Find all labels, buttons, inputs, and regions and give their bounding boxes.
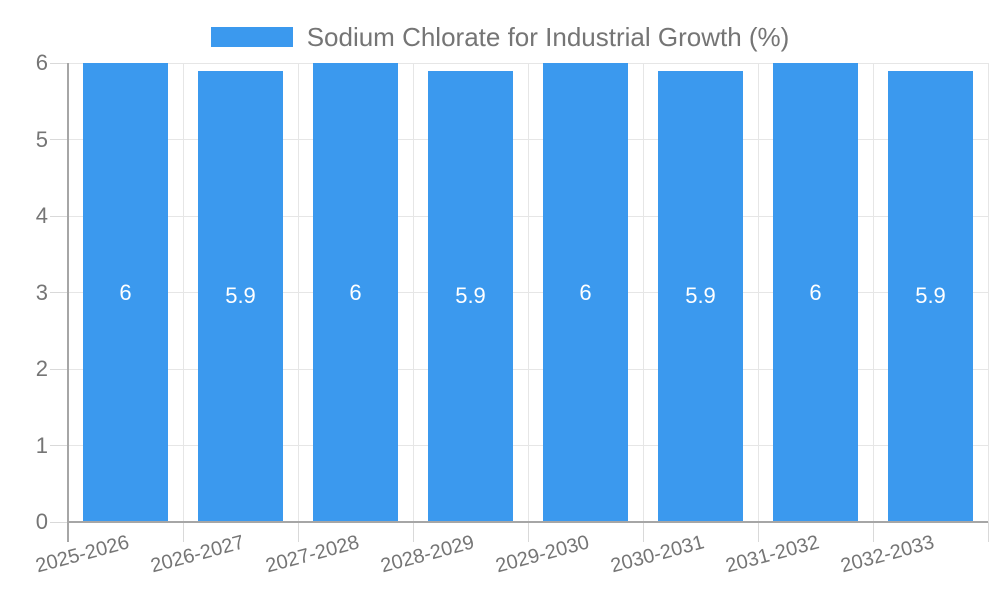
grid-line-v xyxy=(297,63,299,522)
bar-value-label: 6 xyxy=(119,279,132,305)
grid-line-v xyxy=(527,63,529,522)
bar-value-label: 6 xyxy=(809,279,822,305)
x-axis-tick xyxy=(987,522,989,542)
x-axis-label: 2029-2030 xyxy=(493,531,592,578)
y-axis-tick xyxy=(50,521,68,523)
y-axis-label: 0 xyxy=(35,509,48,534)
y-axis-tick xyxy=(50,368,68,370)
y-axis-label: 6 xyxy=(35,50,48,75)
bar xyxy=(198,70,283,522)
bar xyxy=(888,70,973,522)
y-axis-label: 5 xyxy=(35,126,48,152)
x-axis-tick xyxy=(412,522,414,542)
x-axis-label: 2032-2033 xyxy=(838,531,937,578)
y-axis-label: 3 xyxy=(35,279,48,305)
x-axis-label: 2031-2032 xyxy=(723,531,822,578)
x-axis-line xyxy=(68,521,988,523)
grid-line-v xyxy=(412,63,414,522)
legend-label: Sodium Chlorate for Industrial Growth (%… xyxy=(306,21,790,52)
bar-value-label: 5.9 xyxy=(455,283,486,309)
x-axis-label: 2026-2027 xyxy=(148,531,247,578)
grid-line-v xyxy=(642,63,644,522)
y-axis-label: 4 xyxy=(35,203,48,228)
y-axis-tick xyxy=(50,215,68,217)
bar xyxy=(428,70,513,522)
x-axis-label: 2028-2029 xyxy=(378,531,477,578)
y-axis-tick xyxy=(50,292,68,293)
bar-value-label: 6 xyxy=(349,279,362,305)
grid-line-v xyxy=(987,63,989,522)
x-axis-label: 2025-2026 xyxy=(33,531,132,578)
x-axis-tick xyxy=(297,522,299,542)
y-axis-line xyxy=(67,63,69,542)
y-axis-tick xyxy=(50,62,68,64)
bar-value-label: 5.9 xyxy=(225,283,256,309)
bar-value-label: 5.9 xyxy=(685,283,716,309)
x-axis-tick xyxy=(527,522,529,542)
y-axis-label: 1 xyxy=(35,432,48,458)
bar-value-label: 5.9 xyxy=(915,283,946,309)
legend-swatch xyxy=(210,27,293,47)
x-axis-tick xyxy=(642,522,644,542)
legend[interactable]: Sodium Chlorate for Industrial Growth (%… xyxy=(0,22,1000,52)
x-axis-tick xyxy=(872,522,874,542)
bar xyxy=(313,63,398,522)
grid-line-v xyxy=(872,63,874,522)
bar-value-label: 6 xyxy=(579,279,592,305)
y-axis-label: 2 xyxy=(35,356,48,381)
bar xyxy=(83,63,168,522)
y-axis-tick xyxy=(50,445,68,446)
x-axis-label: 2027-2028 xyxy=(263,531,362,578)
bar xyxy=(658,70,743,522)
grid-line-v xyxy=(757,63,759,522)
y-axis-tick xyxy=(50,139,68,140)
x-axis-tick xyxy=(757,522,759,542)
x-axis-label: 2030-2031 xyxy=(608,531,707,578)
bar xyxy=(773,63,858,522)
bar xyxy=(543,63,628,522)
x-axis-tick xyxy=(182,522,184,542)
grid-line-v xyxy=(182,63,184,522)
